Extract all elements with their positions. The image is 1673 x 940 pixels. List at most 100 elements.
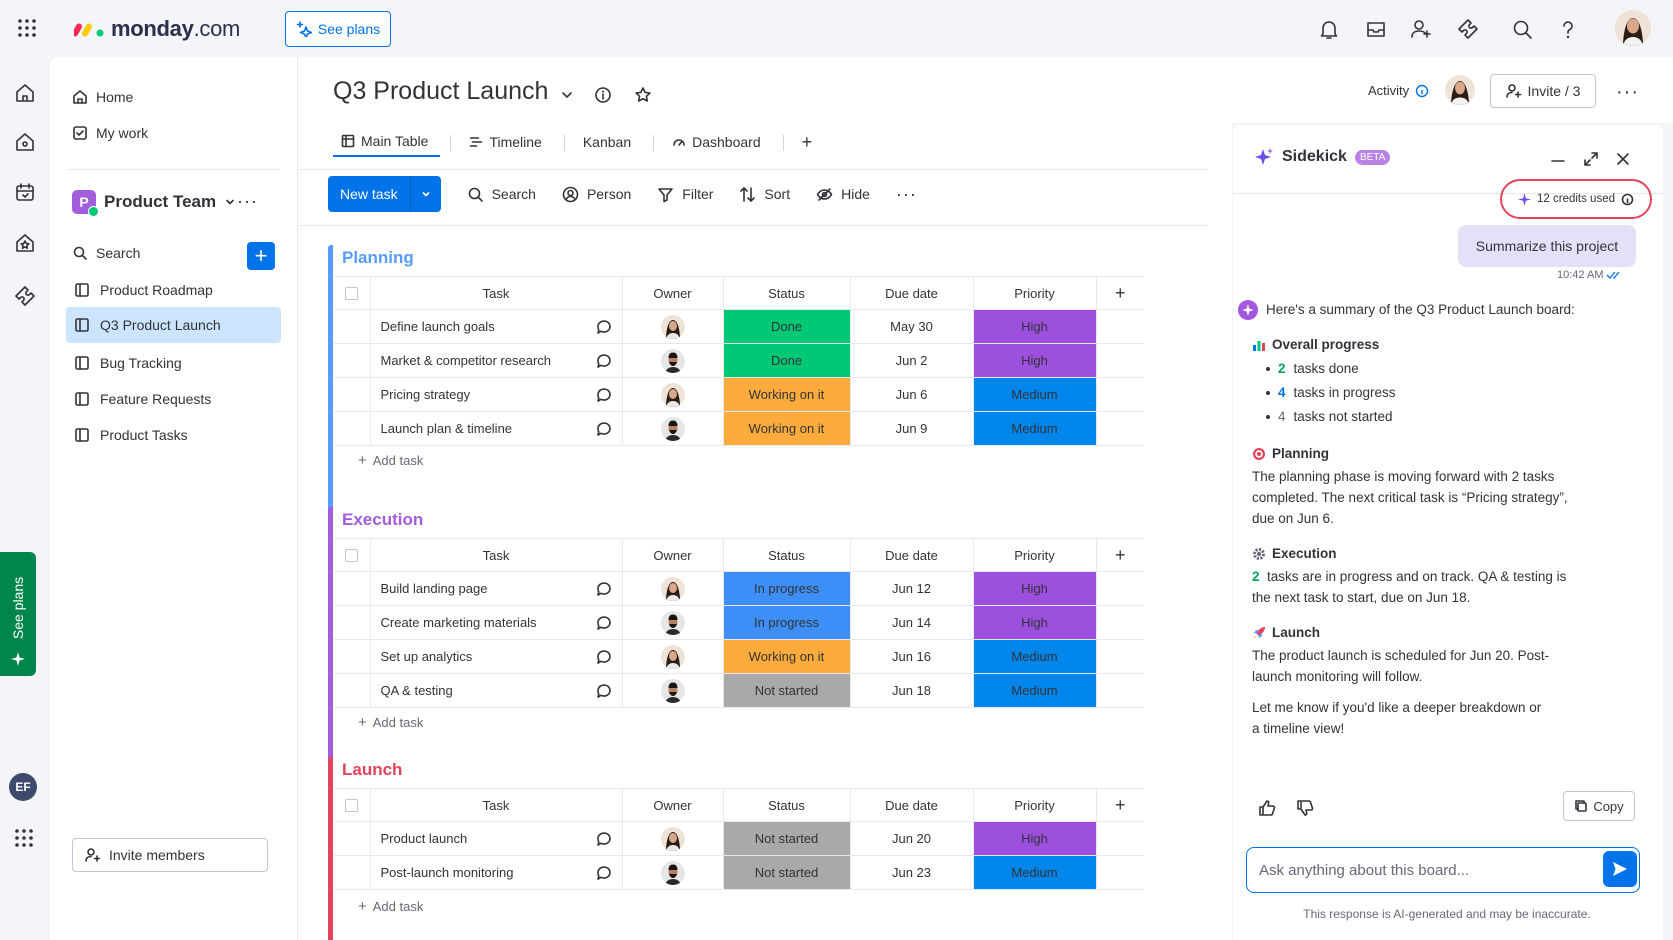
row-select-cell[interactable]: [334, 343, 371, 378]
table-row[interactable]: Post-launch monitoring Not started Jun 23 M…: [334, 855, 1144, 890]
comment-icon[interactable]: [596, 319, 612, 335]
close-icon[interactable]: [1615, 151, 1631, 167]
activity-avatar[interactable]: [1445, 75, 1475, 105]
grid-icon[interactable]: [17, 18, 37, 38]
add-column-button[interactable]: +: [1096, 538, 1144, 572]
owner-cell[interactable]: [622, 343, 724, 378]
nav-home[interactable]: Home: [72, 82, 133, 112]
due-date-cell[interactable]: Jun 12: [850, 571, 974, 606]
add-task-row[interactable]: + Add task: [334, 889, 423, 923]
column-header[interactable]: Status: [723, 538, 851, 572]
task-cell[interactable]: Launch plan & timeline: [370, 411, 623, 446]
column-header[interactable]: Task: [370, 538, 623, 572]
table-row[interactable]: Set up analytics Working on it Jun 16 Mediu…: [334, 639, 1144, 674]
column-header[interactable]: Owner: [622, 788, 724, 822]
expand-icon[interactable]: [1583, 151, 1599, 167]
due-date-cell[interactable]: Jun 23: [850, 855, 974, 890]
add-task-row[interactable]: + Add task: [334, 443, 423, 477]
group-title[interactable]: Planning: [342, 248, 414, 267]
column-header[interactable]: Status: [723, 788, 851, 822]
apps-puzzle-icon[interactable]: [14, 285, 36, 307]
comment-icon[interactable]: [596, 683, 612, 699]
due-date-cell[interactable]: Jun 14: [850, 605, 974, 640]
status-cell[interactable]: Not started: [723, 821, 851, 856]
owner-cell[interactable]: [622, 411, 724, 446]
star-icon[interactable]: [634, 86, 652, 104]
priority-cell[interactable]: Medium: [973, 855, 1097, 890]
copy-button[interactable]: Copy: [1563, 791, 1635, 821]
user-avatar[interactable]: [1615, 10, 1651, 46]
status-cell[interactable]: Done: [723, 309, 851, 344]
select-all-checkbox[interactable]: [345, 548, 359, 562]
home-icon[interactable]: [14, 82, 36, 104]
row-select-cell[interactable]: [334, 639, 371, 674]
task-cell[interactable]: Market & competitor research: [370, 343, 623, 378]
row-select-cell[interactable]: [334, 673, 371, 708]
row-select-cell[interactable]: [334, 821, 371, 856]
due-date-cell[interactable]: Jun 6: [850, 377, 974, 412]
priority-cell[interactable]: Medium: [973, 411, 1097, 446]
add-column-button[interactable]: +: [1096, 788, 1144, 822]
see-plans-button[interactable]: See plans: [285, 11, 391, 47]
sidebar-board-feature-requests[interactable]: Feature Requests: [66, 381, 281, 417]
thumbs-down-icon[interactable]: [1296, 799, 1314, 817]
sidebar-board-product-tasks[interactable]: Product Tasks: [66, 417, 281, 453]
table-row[interactable]: Market & competitor research Done Jun 2 Hig…: [334, 343, 1144, 378]
owner-cell[interactable]: [622, 673, 724, 708]
column-header[interactable]: Priority: [973, 538, 1097, 572]
task-cell[interactable]: QA & testing: [370, 673, 623, 708]
sidebar-search[interactable]: Search: [72, 245, 140, 261]
toolbar-person-button[interactable]: Person: [562, 186, 631, 203]
select-all-cell[interactable]: [334, 276, 371, 310]
priority-cell[interactable]: High: [973, 821, 1097, 856]
favorites-icon[interactable]: [14, 232, 36, 254]
grid-menu-icon[interactable]: [14, 828, 34, 848]
status-cell[interactable]: Done: [723, 343, 851, 378]
priority-cell[interactable]: High: [973, 343, 1097, 378]
user-initials-avatar[interactable]: EF: [9, 773, 37, 801]
person-add-icon[interactable]: [1410, 18, 1432, 40]
comment-icon[interactable]: [596, 831, 612, 847]
column-header[interactable]: Due date: [850, 276, 974, 310]
select-all-cell[interactable]: [334, 538, 371, 572]
info-icon[interactable]: [594, 86, 612, 104]
task-cell[interactable]: Set up analytics: [370, 639, 623, 674]
sidekick-input[interactable]: Ask anything about this board...: [1246, 847, 1640, 893]
column-header[interactable]: Task: [370, 788, 623, 822]
table-row[interactable]: Launch plan & timeline Working on it Jun 9…: [334, 411, 1144, 446]
select-all-checkbox[interactable]: [345, 286, 359, 300]
due-date-cell[interactable]: Jun 2: [850, 343, 974, 378]
comment-icon[interactable]: [596, 649, 612, 665]
group-title[interactable]: Execution: [342, 510, 424, 529]
task-cell[interactable]: Define launch goals: [370, 309, 623, 344]
select-all-checkbox[interactable]: [345, 798, 359, 812]
new-task-dropdown-icon[interactable]: [411, 176, 441, 212]
status-cell[interactable]: In progress: [723, 571, 851, 606]
due-date-cell[interactable]: May 30: [850, 309, 974, 344]
workspace-more-icon[interactable]: ···: [237, 191, 258, 211]
table-row[interactable]: Pricing strategy Working on it Jun 6 Medium: [334, 377, 1144, 412]
send-button[interactable]: [1603, 851, 1637, 887]
task-cell[interactable]: Product launch: [370, 821, 623, 856]
puzzle-icon[interactable]: [1457, 18, 1479, 40]
sidebar-board-q3-product-launch[interactable]: Q3 Product Launch: [66, 307, 281, 343]
add-view-button[interactable]: +: [801, 131, 813, 152]
column-header[interactable]: Owner: [622, 276, 724, 310]
add-item-button[interactable]: +: [247, 242, 275, 270]
group-title[interactable]: Launch: [342, 760, 403, 779]
column-header[interactable]: Priority: [973, 788, 1097, 822]
toolbar-hide-button[interactable]: Hide: [816, 186, 870, 203]
owner-cell[interactable]: [622, 821, 724, 856]
toolbar-more-icon[interactable]: ···: [895, 183, 917, 204]
sidebar-board-bug-tracking[interactable]: Bug Tracking: [66, 345, 281, 381]
invite-members-button[interactable]: Invite members: [72, 838, 268, 872]
credits-used-badge[interactable]: 12 credits used: [1500, 179, 1652, 219]
nav-my-work[interactable]: My work: [72, 118, 148, 148]
priority-cell[interactable]: Medium: [973, 377, 1097, 412]
add-task-row[interactable]: + Add task: [334, 705, 423, 739]
row-select-cell[interactable]: [334, 571, 371, 606]
priority-cell[interactable]: Medium: [973, 639, 1097, 674]
tab-kanban[interactable]: Kanban: [575, 127, 643, 157]
toolbar-filter-button[interactable]: Filter: [657, 186, 713, 203]
search-icon[interactable]: [1511, 18, 1533, 40]
